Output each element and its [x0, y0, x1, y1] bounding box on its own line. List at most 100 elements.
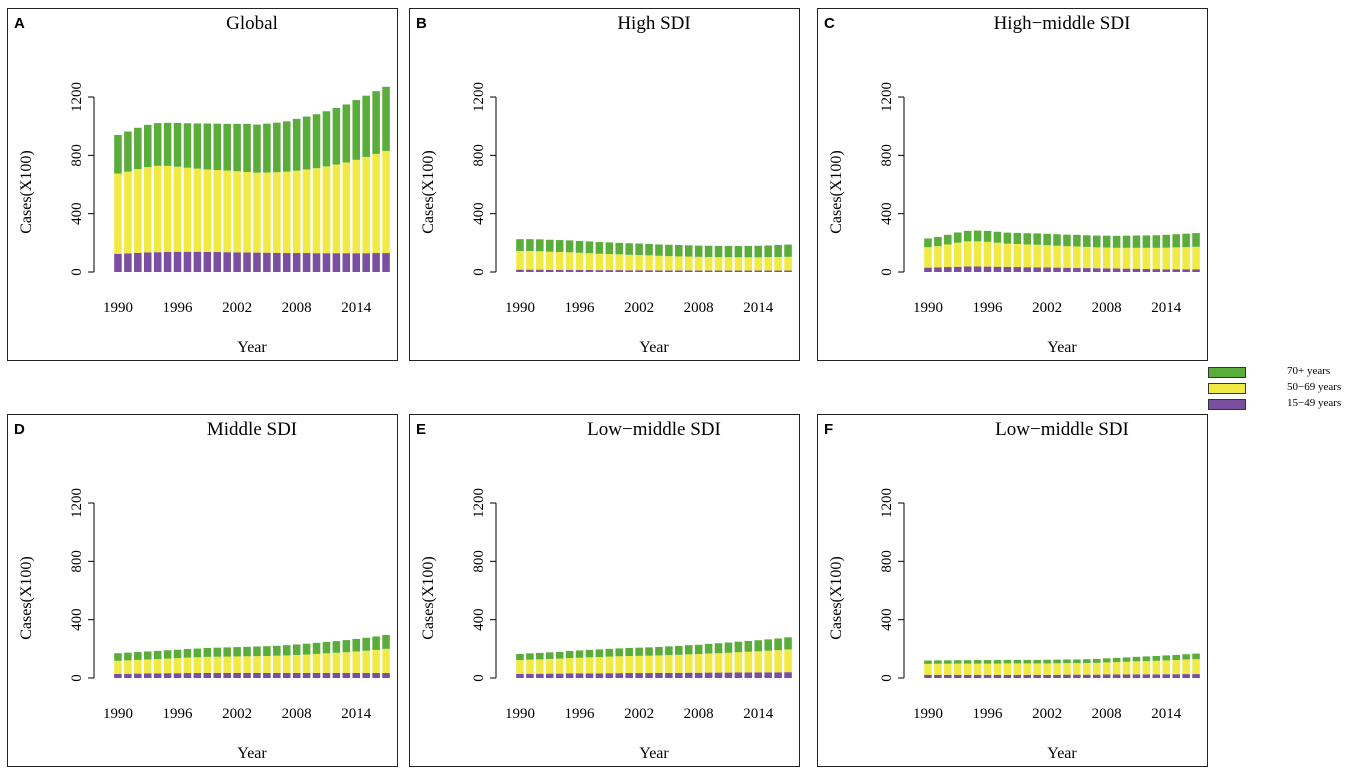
chart-plot-f: 0 400 800 1200 1990 1996 2002 2008 2014	[879, 488, 1200, 722]
bar-segment	[114, 653, 122, 661]
bar-segment	[213, 123, 222, 171]
x-tick-label: 2014	[743, 706, 774, 722]
bar-segment	[1142, 656, 1151, 662]
bar-segment	[1033, 674, 1041, 678]
bar-segment	[382, 86, 390, 151]
bar-segment	[605, 673, 614, 678]
chart-title: Low−middle SDI	[587, 419, 721, 440]
x-tick-label: 1990	[505, 706, 535, 722]
x-axis-label: Year	[237, 745, 267, 762]
bar-segment	[764, 270, 772, 272]
x-axis-label: Year	[639, 745, 669, 762]
bar-segment	[1172, 654, 1180, 661]
bar-segment	[213, 656, 222, 673]
bar-segment	[684, 270, 693, 272]
bar-segment	[555, 269, 564, 272]
bar-segment	[153, 123, 162, 166]
bar-segment	[134, 127, 142, 170]
bar-segment	[1033, 244, 1041, 268]
bar-segment	[764, 639, 772, 651]
bar-segment	[114, 173, 122, 254]
bar-segment	[1112, 247, 1121, 269]
bar-segment	[183, 673, 192, 678]
bar-segment	[1043, 233, 1051, 246]
bar-segment	[714, 672, 723, 678]
bar-segment	[263, 172, 271, 253]
bar-segment	[233, 656, 241, 673]
bar-segment	[555, 252, 564, 270]
bar-segment	[292, 644, 301, 655]
y-tick-label: 800	[879, 144, 895, 167]
bar-segment	[526, 269, 534, 272]
bar-segment	[684, 256, 693, 271]
bar-segment	[1083, 246, 1091, 269]
x-tick-label: 2008	[1092, 706, 1122, 722]
bar-segment	[565, 651, 574, 659]
bar-segment	[1192, 659, 1200, 675]
bar-segment	[585, 657, 594, 674]
bar-segment	[382, 648, 390, 673]
bar-segment	[1162, 655, 1171, 661]
bar-segment	[1092, 247, 1101, 269]
chart-plot-b: 0 400 800 1200 1990 1996 2002 2008 2014	[471, 82, 792, 316]
bar-segment	[516, 660, 524, 674]
x-tick-label: 1996	[973, 300, 1004, 316]
bar-segment	[575, 240, 584, 253]
x-tick-label: 1996	[565, 706, 596, 722]
y-tick-label: 400	[69, 608, 85, 631]
bar-segment	[263, 123, 271, 173]
bar-segment	[143, 673, 152, 678]
bar-segment	[953, 242, 962, 267]
legend: 70+ years 50−69 years 15−49 years	[1207, 365, 1357, 413]
bar-segment	[734, 672, 743, 678]
bar-segment	[724, 672, 733, 678]
x-tick-label: 2002	[624, 300, 654, 316]
bar-segment	[362, 650, 370, 673]
bar-segment	[223, 656, 231, 673]
bar-segment	[163, 122, 172, 166]
bar-segment	[1142, 661, 1151, 675]
bar-segment	[1053, 663, 1061, 675]
bar-segment	[655, 244, 663, 256]
bar-segment	[282, 121, 291, 172]
bar-segment	[352, 638, 361, 652]
bar-segment	[134, 169, 142, 253]
bar-segment	[1092, 674, 1101, 678]
y-tick-label: 400	[471, 608, 487, 631]
bar-segment	[526, 653, 534, 660]
x-tick-label: 1990	[913, 300, 943, 316]
bar-segment	[555, 673, 564, 678]
bar-segment	[352, 100, 361, 160]
bar-segment	[203, 647, 212, 657]
bar-segment	[1063, 234, 1071, 247]
bar-segment	[243, 123, 251, 172]
bar-segment	[983, 674, 992, 678]
bar-segment	[575, 673, 584, 678]
bar-segment	[675, 672, 683, 678]
bar-segment	[774, 245, 782, 257]
bar-segment	[993, 660, 1002, 664]
bar-segment	[983, 230, 992, 242]
chart-title: Low−middle SDI	[995, 419, 1129, 440]
bar-segment	[302, 654, 311, 673]
bar-segment	[754, 640, 763, 652]
bar-segment	[253, 656, 261, 673]
bar-segment	[1112, 662, 1121, 675]
bar-segment	[282, 672, 291, 678]
bar-segment	[1132, 674, 1141, 678]
bar-segment	[1172, 234, 1180, 248]
bar-segment	[342, 253, 351, 272]
bar-segment	[595, 673, 604, 678]
bar-segment	[595, 657, 604, 674]
bar-segment	[213, 647, 222, 657]
bar-segment	[934, 237, 942, 247]
bar-segment	[1192, 246, 1200, 270]
x-tick-label: 2014	[341, 706, 372, 722]
legend-swatch	[1208, 367, 1246, 378]
x-axis-label: Year	[1047, 339, 1077, 356]
bar-segment	[1142, 235, 1151, 248]
bar-segment	[774, 672, 782, 678]
bar-segment	[1083, 659, 1091, 663]
bar-segment	[143, 252, 152, 272]
bar-segment	[714, 270, 723, 272]
